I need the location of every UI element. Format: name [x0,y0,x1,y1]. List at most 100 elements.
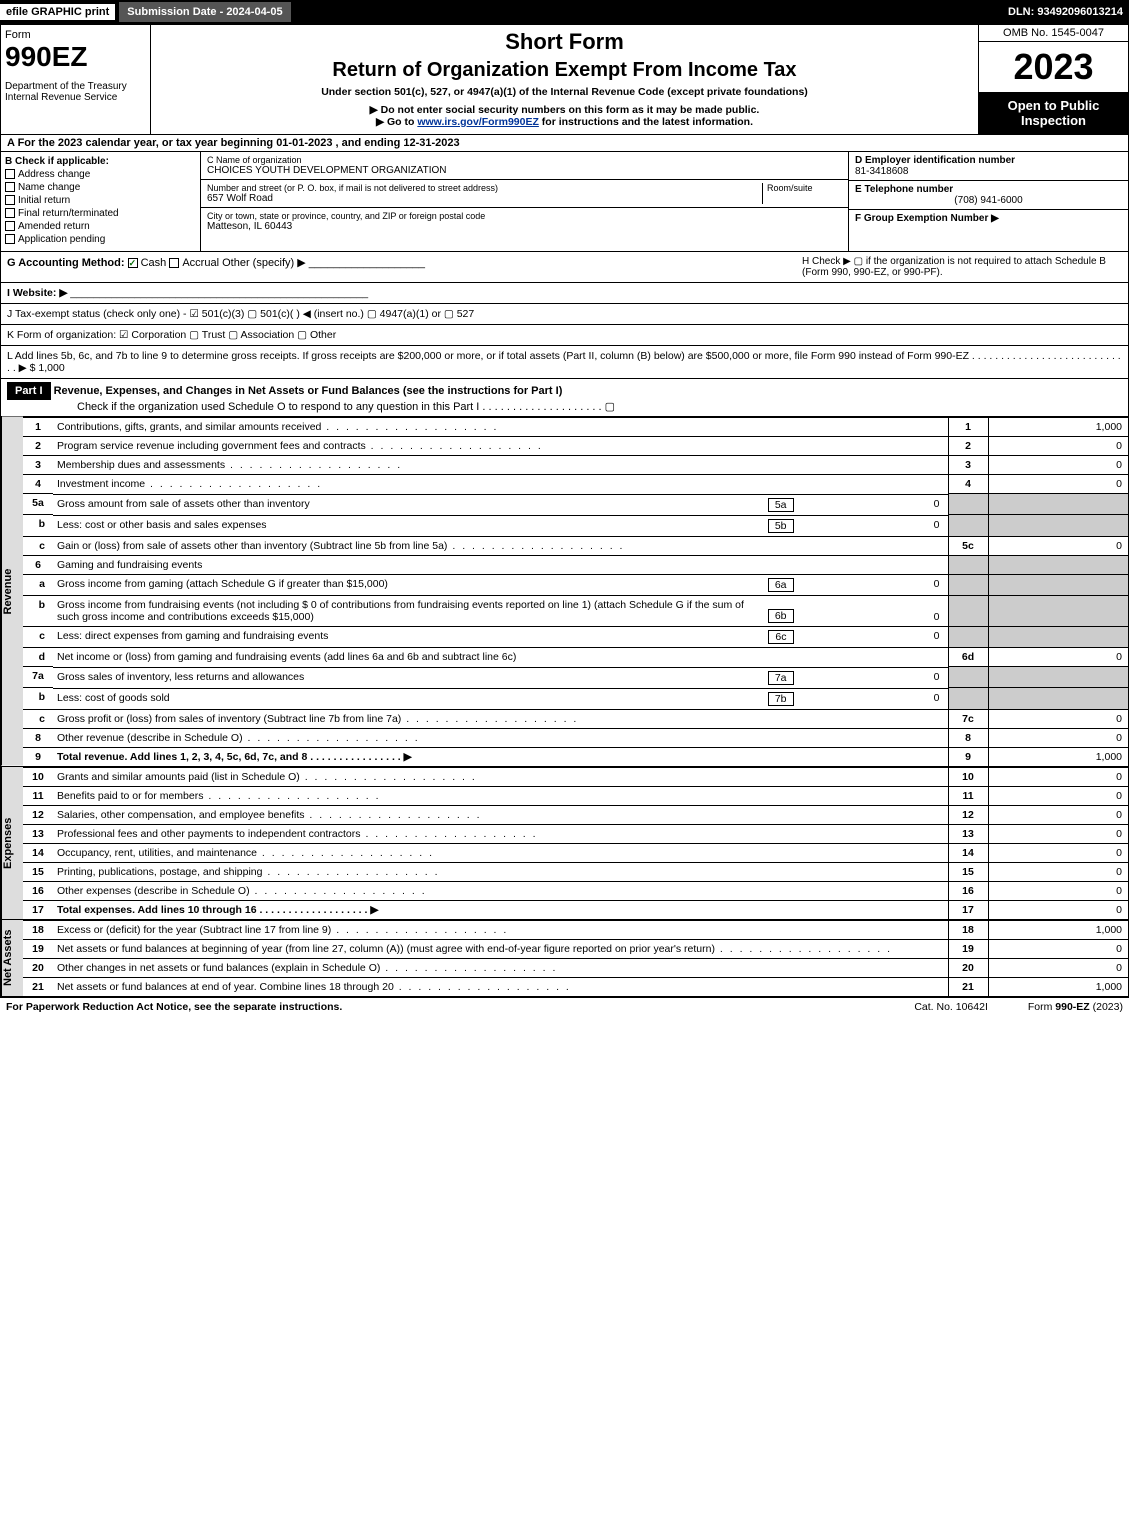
netassets-table: 18Excess or (deficit) for the year (Subt… [23,920,1128,996]
col-c: C Name of organization CHOICES YOUTH DEV… [201,152,848,251]
org-name-label: C Name of organization [207,155,842,165]
expenses-vert-label: Expenses [1,767,23,919]
netassets-vert-label: Net Assets [1,920,23,996]
city: Matteson, IL 60443 [207,221,485,232]
org-name-row: C Name of organization CHOICES YOUTH DEV… [201,152,848,180]
line-13: 13Professional fees and other payments t… [23,824,1128,843]
cb-cash[interactable] [128,258,138,268]
top-bar: efile GRAPHIC print Submission Date - 20… [0,0,1129,24]
header-left: Form 990EZ Department of the Treasury In… [1,25,151,134]
website-label: I Website: ▶ [7,287,67,299]
row-k: K Form of organization: ☑ Corporation ▢ … [0,325,1129,346]
row-g: G Accounting Method: Cash Accrual Other … [7,256,802,278]
section-bcdef: B Check if applicable: Address change Na… [0,152,1129,252]
ein-label: D Employer identification number [855,155,1015,166]
col-b: B Check if applicable: Address change Na… [1,152,201,251]
cb-final-return[interactable]: Final return/terminated [5,208,196,219]
line-15: 15Printing, publications, postage, and s… [23,862,1128,881]
row-h: H Check ▶ ▢ if the organization is not r… [802,256,1122,278]
cb-application-pending[interactable]: Application pending [5,234,196,245]
line-5a: 5aGross amount from sale of assets other… [23,494,1128,515]
cat-no: Cat. No. 10642I [914,1001,988,1013]
cb-amended-return[interactable]: Amended return [5,221,196,232]
short-form-title: Short Form [155,29,974,55]
row-j: J Tax-exempt status (check only one) - ☑… [0,304,1129,325]
line-7c: cGross profit or (loss) from sales of in… [23,709,1128,728]
row-l: L Add lines 5b, 6c, and 7b to line 9 to … [0,346,1129,379]
line-17: 17Total expenses. Add lines 10 through 1… [23,900,1128,919]
street: 657 Wolf Road [207,193,762,204]
form-id-footer: Form 990-EZ (2023) [1028,1001,1123,1013]
line-6: 6Gaming and fundraising events [23,555,1128,574]
goto-text: ▶ Go to www.irs.gov/Form990EZ for instru… [155,116,974,128]
line-20: 20Other changes in net assets or fund ba… [23,958,1128,977]
goto-pre: ▶ Go to [376,116,417,128]
form-number: 990EZ [5,41,146,73]
tax-year: 2023 [979,42,1128,92]
line-16: 16Other expenses (describe in Schedule O… [23,881,1128,900]
line-7a: 7aGross sales of inventory, less returns… [23,667,1128,688]
goto-post: for instructions and the latest informat… [539,116,753,128]
header-right: OMB No. 1545-0047 2023 Open to Public In… [978,25,1128,134]
g-label: G Accounting Method: [7,257,125,269]
row-a: A For the 2023 calendar year, or tax yea… [0,135,1129,152]
dln: DLN: 93492096013214 [1008,6,1129,18]
netassets-section: Net Assets 18Excess or (deficit) for the… [0,920,1129,997]
expenses-section: Expenses 10Grants and similar amounts pa… [0,767,1129,920]
group-exemption-row: F Group Exemption Number ▶ [849,210,1128,227]
efile-label[interactable]: efile GRAPHIC print [0,4,115,20]
part1-title: Revenue, Expenses, and Changes in Net As… [54,385,563,397]
dept-label: Department of the Treasury Internal Reve… [5,81,146,103]
line-9: 9Total revenue. Add lines 1, 2, 3, 4, 5c… [23,747,1128,766]
part1-label: Part I [7,382,51,400]
phone-row: E Telephone number (708) 941-6000 [849,181,1128,210]
line-6d: dNet income or (loss) from gaming and fu… [23,648,1128,667]
phone-label: E Telephone number [855,184,953,195]
line-1: 1Contributions, gifts, grants, and simil… [23,418,1128,437]
return-title: Return of Organization Exempt From Incom… [155,59,974,82]
line-6b: bGross income from fundraising events (n… [23,595,1128,626]
line-12: 12Salaries, other compensation, and empl… [23,805,1128,824]
cb-initial-return[interactable]: Initial return [5,195,196,206]
revenue-table: 1Contributions, gifts, grants, and simil… [23,417,1128,766]
cb-accrual[interactable] [169,258,179,268]
line-5b: bLess: cost or other basis and sales exp… [23,515,1128,537]
line-6c: cLess: direct expenses from gaming and f… [23,626,1128,648]
street-label: Number and street (or P. O. box, if mail… [207,183,762,193]
form-label: Form [5,29,146,41]
page-footer: For Paperwork Reduction Act Notice, see … [0,997,1129,1016]
room-label: Room/suite [767,183,842,193]
form-header: Form 990EZ Department of the Treasury In… [0,24,1129,135]
org-name: CHOICES YOUTH DEVELOPMENT ORGANIZATION [207,165,842,176]
revenue-section: Revenue 1Contributions, gifts, grants, a… [0,417,1129,767]
city-row: City or town, state or province, country… [201,208,848,235]
ein-row: D Employer identification number 81-3418… [849,152,1128,181]
line-8: 8Other revenue (describe in Schedule O)8… [23,728,1128,747]
line-11: 11Benefits paid to or for members110 [23,786,1128,805]
line-10: 10Grants and similar amounts paid (list … [23,767,1128,786]
goto-link[interactable]: www.irs.gov/Form990EZ [417,116,539,128]
group-exemption-label: F Group Exemption Number ▶ [855,213,999,224]
ein-value: 81-3418608 [855,166,908,177]
line-14: 14Occupancy, rent, utilities, and mainte… [23,843,1128,862]
line-7b: bLess: cost of goods sold7b0 [23,688,1128,710]
revenue-vert-label: Revenue [1,417,23,766]
line-18: 18Excess or (deficit) for the year (Subt… [23,920,1128,939]
line-2: 2Program service revenue including gover… [23,437,1128,456]
line-4: 4Investment income40 [23,475,1128,494]
line-21: 21Net assets or fund balances at end of … [23,977,1128,996]
line-5c: cGain or (loss) from sale of assets othe… [23,536,1128,555]
city-label: City or town, state or province, country… [207,211,485,221]
header-mid: Short Form Return of Organization Exempt… [151,25,978,134]
open-inspection: Open to Public Inspection [979,92,1128,134]
street-row: Number and street (or P. O. box, if mail… [201,180,848,208]
omb-number: OMB No. 1545-0047 [979,25,1128,42]
submission-date: Submission Date - 2024-04-05 [119,2,290,22]
paperwork-notice: For Paperwork Reduction Act Notice, see … [6,1001,342,1013]
cb-name-change[interactable]: Name change [5,182,196,193]
line-3: 3Membership dues and assessments30 [23,456,1128,475]
row-a-text: A For the 2023 calendar year, or tax yea… [7,137,460,149]
cb-address-change[interactable]: Address change [5,169,196,180]
row-gh: G Accounting Method: Cash Accrual Other … [0,252,1129,283]
part1-header: Part I Revenue, Expenses, and Changes in… [0,379,1129,417]
